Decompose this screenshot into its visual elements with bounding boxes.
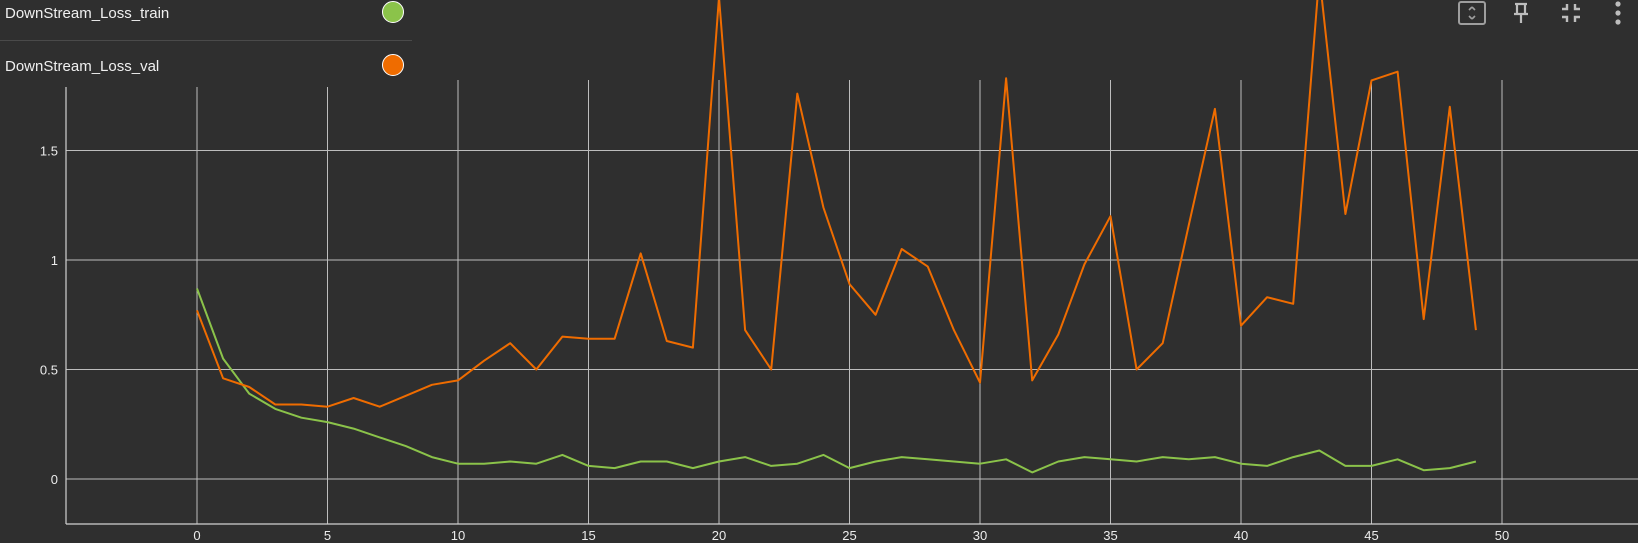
- pin-icon[interactable]: [1505, 0, 1537, 26]
- y-tick-label: 0.5: [40, 363, 58, 378]
- x-tick-label: 25: [842, 528, 856, 543]
- y-tick-label: 0: [51, 472, 58, 487]
- x-tick-label: 15: [581, 528, 595, 543]
- x-tick-label: 35: [1103, 528, 1117, 543]
- y-tick-label: 1: [51, 253, 58, 268]
- grid-lines: [66, 80, 1638, 524]
- x-tick-label: 20: [712, 528, 726, 543]
- legend-label-train: DownStream_Loss_train: [5, 5, 170, 22]
- tick-labels: 0 5 10 15 20 25 30 35 40 45 50 0 0.5 1 1.5: [40, 144, 1509, 543]
- legend-label-val: DownStream_Loss_val: [5, 58, 160, 75]
- x-tick-label: 40: [1234, 528, 1248, 543]
- legend-swatch-train[interactable]: [382, 1, 404, 23]
- fit-domain-icon[interactable]: [1456, 0, 1488, 26]
- more-options-icon[interactable]: [1602, 0, 1634, 26]
- legend-item-train[interactable]: DownStream_Loss_train: [0, 0, 412, 41]
- axes: [65, 80, 1638, 525]
- x-tick-label: 0: [193, 528, 200, 543]
- series-lines: [196, 0, 1477, 474]
- x-tick-label: 30: [973, 528, 987, 543]
- legend-swatch-val[interactable]: [382, 54, 404, 76]
- val-series-line: [196, 0, 1477, 408]
- collapse-icon[interactable]: [1555, 0, 1587, 26]
- x-tick-label: 50: [1495, 528, 1509, 543]
- train-series-line: [196, 288, 1477, 474]
- x-tick-label: 10: [451, 528, 465, 543]
- y-tick-label: 1.5: [40, 144, 58, 159]
- x-tick-label: 45: [1364, 528, 1378, 543]
- x-tick-label: 5: [324, 528, 331, 543]
- legend-item-val[interactable]: DownStream_Loss_val: [0, 47, 412, 87]
